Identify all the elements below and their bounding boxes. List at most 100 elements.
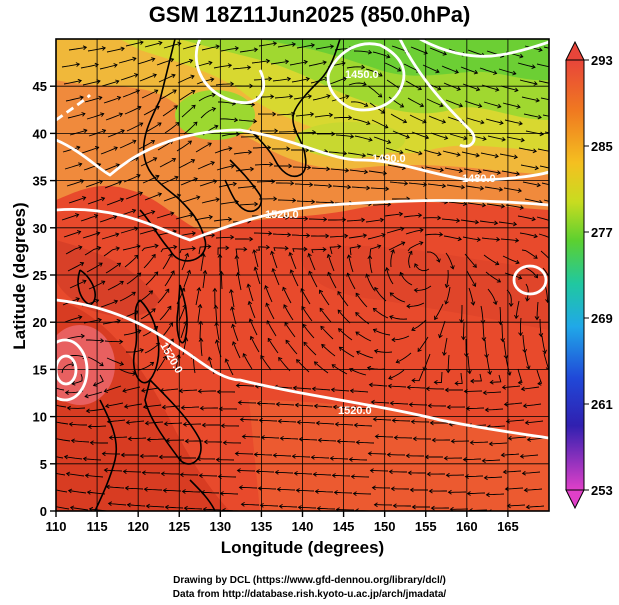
streamline [404,148,422,155]
streamline [390,402,409,405]
coastlines [77,39,341,511]
streamline-arrowhead [539,131,545,137]
streamline [65,246,82,255]
streamline [313,473,332,476]
streamline-arrowhead [173,244,178,250]
streamline [521,96,540,102]
streamline [69,129,87,136]
streamline [278,357,291,372]
streamline [106,198,124,206]
streamline-arrowhead [252,184,257,189]
streamline [195,142,212,153]
streamline-arrowhead [134,310,139,315]
streamline [137,58,155,65]
streamline-arrowhead [302,323,307,329]
streamline [481,237,500,241]
streamline-arrowhead [132,371,137,376]
streamline-arrowhead [215,44,220,50]
x-tick-label: 165 [497,519,519,534]
streamline-arrowhead [433,380,438,385]
streamline [230,289,235,308]
streamline-arrowhead [191,231,196,236]
streamline-arrowhead [268,231,273,236]
streamline-arrowhead [236,131,241,137]
streamline-arrowhead [183,505,188,511]
streamline-arrowhead [537,381,542,386]
streamline-arrowhead [308,270,313,275]
streamline-arrowhead [462,457,467,462]
streamline [367,367,386,370]
streamline [220,492,239,495]
streamline-arrowhead [463,135,468,141]
streamline-arrowhead [98,95,103,101]
streamline [386,79,402,91]
streamline [370,470,389,472]
streamline-arrowhead [313,361,319,366]
streamline [388,241,405,251]
streamline [521,386,540,390]
streamline [353,50,372,54]
streamline-arrowhead [463,389,468,394]
streamline-arrowhead [418,213,423,218]
streamline-arrowhead [303,341,308,346]
streamline-arrowhead [307,94,312,99]
streamline-arrowhead [364,102,369,107]
streamline-arrowhead [293,471,298,476]
streamline [445,286,451,305]
streamline [159,306,172,321]
streamline [164,270,175,287]
streamline [504,402,523,405]
streamline-arrowhead [481,202,487,208]
streamline [271,251,278,269]
streamline [194,216,213,221]
streamline-arrowhead [254,201,259,207]
streamline [521,249,538,259]
streamline-arrowhead [457,236,462,242]
streamline-arrowhead [284,245,289,251]
y-axis-title: Latitude (degrees) [10,202,29,350]
streamline-arrowhead [538,332,544,338]
streamline [355,312,370,325]
streamline [86,262,103,273]
streamline [218,183,237,188]
streamline-arrowhead [307,165,312,170]
streamline [291,78,310,83]
streamline-arrowhead [97,317,103,323]
streamline-arrowhead [478,103,483,108]
streamline-arrowhead [342,76,348,82]
streamline [412,370,424,382]
streamline-arrowhead [134,226,139,231]
streamline [254,163,273,166]
streamline [423,353,431,371]
streamline-arrowhead [124,485,129,491]
streamline [519,79,538,85]
streamline-arrowhead [249,166,255,172]
streamline-arrowhead [224,358,230,363]
streamline-arrowhead [136,173,141,179]
streamline-arrowhead [201,422,206,428]
streamline-arrowhead [362,233,368,239]
streamline [270,60,289,65]
streamline-arrowhead [190,159,196,164]
streamline-arrowhead [331,131,336,137]
streamline-arrowhead [533,274,538,279]
x-tick-label: 115 [87,519,108,534]
streamline-arrowhead [76,230,82,235]
streamline [176,140,192,152]
streamline [386,227,404,234]
streamline-arrowhead [220,423,225,429]
streamline-arrowhead [419,227,424,233]
streamline-arrowhead [557,202,561,206]
streamline-arrowhead [312,130,317,135]
streamline [372,51,390,58]
streamline [143,106,160,116]
streamline-arrowhead [535,97,540,103]
streamline [310,77,328,84]
streamline [180,321,187,339]
streamline [242,436,261,438]
streamline-arrowhead [270,250,275,255]
streamline-arrowhead [285,339,290,344]
streamline-arrowhead [176,354,181,359]
streamline [470,441,489,444]
streamline-arrowhead [178,388,183,394]
